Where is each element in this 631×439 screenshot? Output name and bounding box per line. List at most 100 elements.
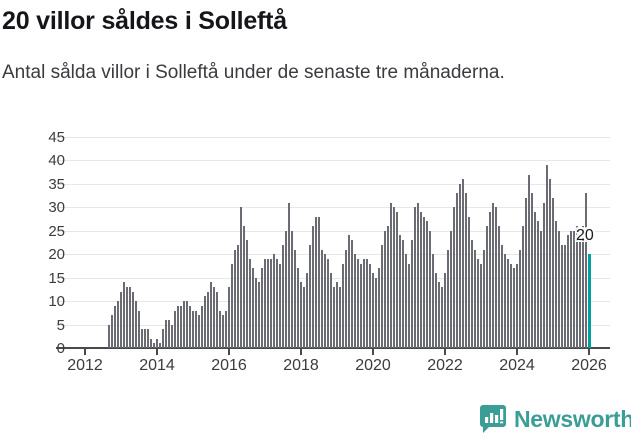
bar[interactable] (255, 277, 257, 348)
bar[interactable] (471, 240, 473, 348)
bar[interactable] (174, 310, 176, 348)
bar[interactable] (450, 230, 452, 348)
bar[interactable] (456, 193, 458, 348)
bar[interactable] (138, 310, 140, 348)
bar[interactable] (285, 230, 287, 348)
bar[interactable] (516, 263, 518, 348)
bar[interactable] (216, 291, 218, 348)
bar[interactable] (150, 338, 152, 348)
bar[interactable] (549, 179, 551, 348)
bar[interactable] (441, 287, 443, 348)
bar[interactable] (252, 268, 254, 348)
bar[interactable] (447, 249, 449, 348)
bar[interactable] (396, 212, 398, 348)
bar[interactable] (318, 216, 320, 348)
bar[interactable] (273, 254, 275, 348)
bar[interactable] (126, 287, 128, 348)
bar[interactable] (345, 249, 347, 348)
bar[interactable] (246, 240, 248, 348)
bar[interactable] (402, 240, 404, 348)
bar[interactable] (378, 268, 380, 348)
bar[interactable] (330, 272, 332, 348)
bar[interactable] (249, 258, 251, 348)
bar-highlighted[interactable] (588, 254, 591, 348)
bar[interactable] (513, 268, 515, 348)
bar[interactable] (270, 258, 272, 348)
bar[interactable] (429, 230, 431, 348)
bar[interactable] (234, 249, 236, 348)
bar[interactable] (420, 212, 422, 348)
bar[interactable] (309, 244, 311, 348)
newsworthy-logo[interactable]: Newsworthy (480, 404, 631, 434)
bar[interactable] (120, 291, 122, 348)
bar[interactable] (417, 202, 419, 348)
bar[interactable] (489, 212, 491, 348)
bar[interactable] (300, 282, 302, 348)
bar[interactable] (531, 193, 533, 348)
bar[interactable] (573, 230, 575, 348)
bar[interactable] (507, 258, 509, 348)
bar[interactable] (183, 301, 185, 348)
bar[interactable] (423, 216, 425, 348)
bar[interactable] (381, 244, 383, 348)
bar[interactable] (570, 230, 572, 348)
bar[interactable] (114, 305, 116, 348)
bar[interactable] (540, 230, 542, 348)
bar[interactable] (483, 249, 485, 348)
bar[interactable] (258, 282, 260, 348)
bar[interactable] (399, 235, 401, 348)
bar[interactable] (477, 258, 479, 348)
bar[interactable] (333, 287, 335, 348)
bar[interactable] (462, 179, 464, 348)
bar[interactable] (156, 338, 158, 348)
bar[interactable] (351, 240, 353, 348)
bar[interactable] (582, 226, 584, 348)
bar[interactable] (180, 305, 182, 348)
bar[interactable] (171, 324, 173, 348)
bar[interactable] (459, 183, 461, 348)
bar[interactable] (543, 202, 545, 348)
bar[interactable] (504, 254, 506, 348)
bar[interactable] (411, 240, 413, 348)
bar[interactable] (225, 310, 227, 348)
bar[interactable] (279, 263, 281, 348)
bar[interactable] (360, 263, 362, 348)
bar[interactable] (165, 319, 167, 348)
bar[interactable] (321, 249, 323, 348)
bar[interactable] (219, 310, 221, 348)
bar[interactable] (213, 287, 215, 348)
bar[interactable] (162, 329, 164, 348)
bar[interactable] (534, 212, 536, 348)
bar[interactable] (498, 226, 500, 348)
bar[interactable] (108, 324, 110, 348)
bar[interactable] (519, 249, 521, 348)
bar[interactable] (294, 249, 296, 348)
bar[interactable] (141, 329, 143, 348)
bar[interactable] (555, 221, 557, 348)
bar[interactable] (372, 272, 374, 348)
bar[interactable] (525, 197, 527, 348)
bar[interactable] (387, 226, 389, 348)
bar[interactable] (198, 315, 200, 348)
bar[interactable] (132, 291, 134, 348)
bar[interactable] (438, 282, 440, 348)
bar[interactable] (123, 282, 125, 348)
bar[interactable] (564, 244, 566, 348)
bar[interactable] (528, 174, 530, 348)
bar[interactable] (342, 263, 344, 348)
bar[interactable] (231, 263, 233, 348)
bar[interactable] (267, 258, 269, 348)
bar[interactable] (486, 226, 488, 348)
bar[interactable] (393, 207, 395, 348)
bar[interactable] (492, 202, 494, 348)
bar[interactable] (117, 301, 119, 348)
bar[interactable] (222, 315, 224, 348)
bar[interactable] (135, 301, 137, 348)
bar[interactable] (567, 235, 569, 348)
bar[interactable] (312, 226, 314, 348)
bar[interactable] (147, 329, 149, 348)
bar[interactable] (192, 310, 194, 348)
bar[interactable] (390, 202, 392, 348)
bar[interactable] (363, 258, 365, 348)
bar[interactable] (468, 216, 470, 348)
